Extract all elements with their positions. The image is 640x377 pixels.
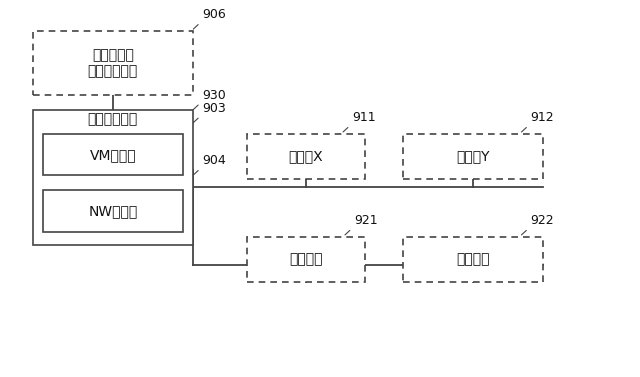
Bar (33, 31, 193, 95)
Text: 903: 903 (202, 102, 226, 115)
Text: スイッチ: スイッチ (289, 253, 323, 267)
Text: サーバX: サーバX (289, 150, 323, 164)
Bar (43, 190, 183, 231)
Text: 922: 922 (531, 214, 554, 227)
Text: サーバY: サーバY (456, 150, 490, 164)
Bar (246, 237, 365, 282)
Text: 921: 921 (354, 214, 378, 227)
Text: 904: 904 (202, 154, 226, 167)
Text: オペレータ
（管理端末）: オペレータ （管理端末） (88, 48, 138, 78)
Bar (43, 134, 183, 175)
Text: 912: 912 (531, 111, 554, 124)
Bar (33, 110, 193, 245)
Bar (403, 237, 543, 282)
Text: NW管理部: NW管理部 (88, 204, 138, 218)
Text: VM管理部: VM管理部 (90, 148, 136, 162)
Bar (403, 134, 543, 179)
Text: スイッチ: スイッチ (456, 253, 490, 267)
Text: 906: 906 (202, 8, 226, 21)
Text: 911: 911 (352, 111, 376, 124)
Bar (246, 134, 365, 179)
Text: 930: 930 (202, 89, 226, 102)
Text: コントローラ: コントローラ (88, 112, 138, 126)
